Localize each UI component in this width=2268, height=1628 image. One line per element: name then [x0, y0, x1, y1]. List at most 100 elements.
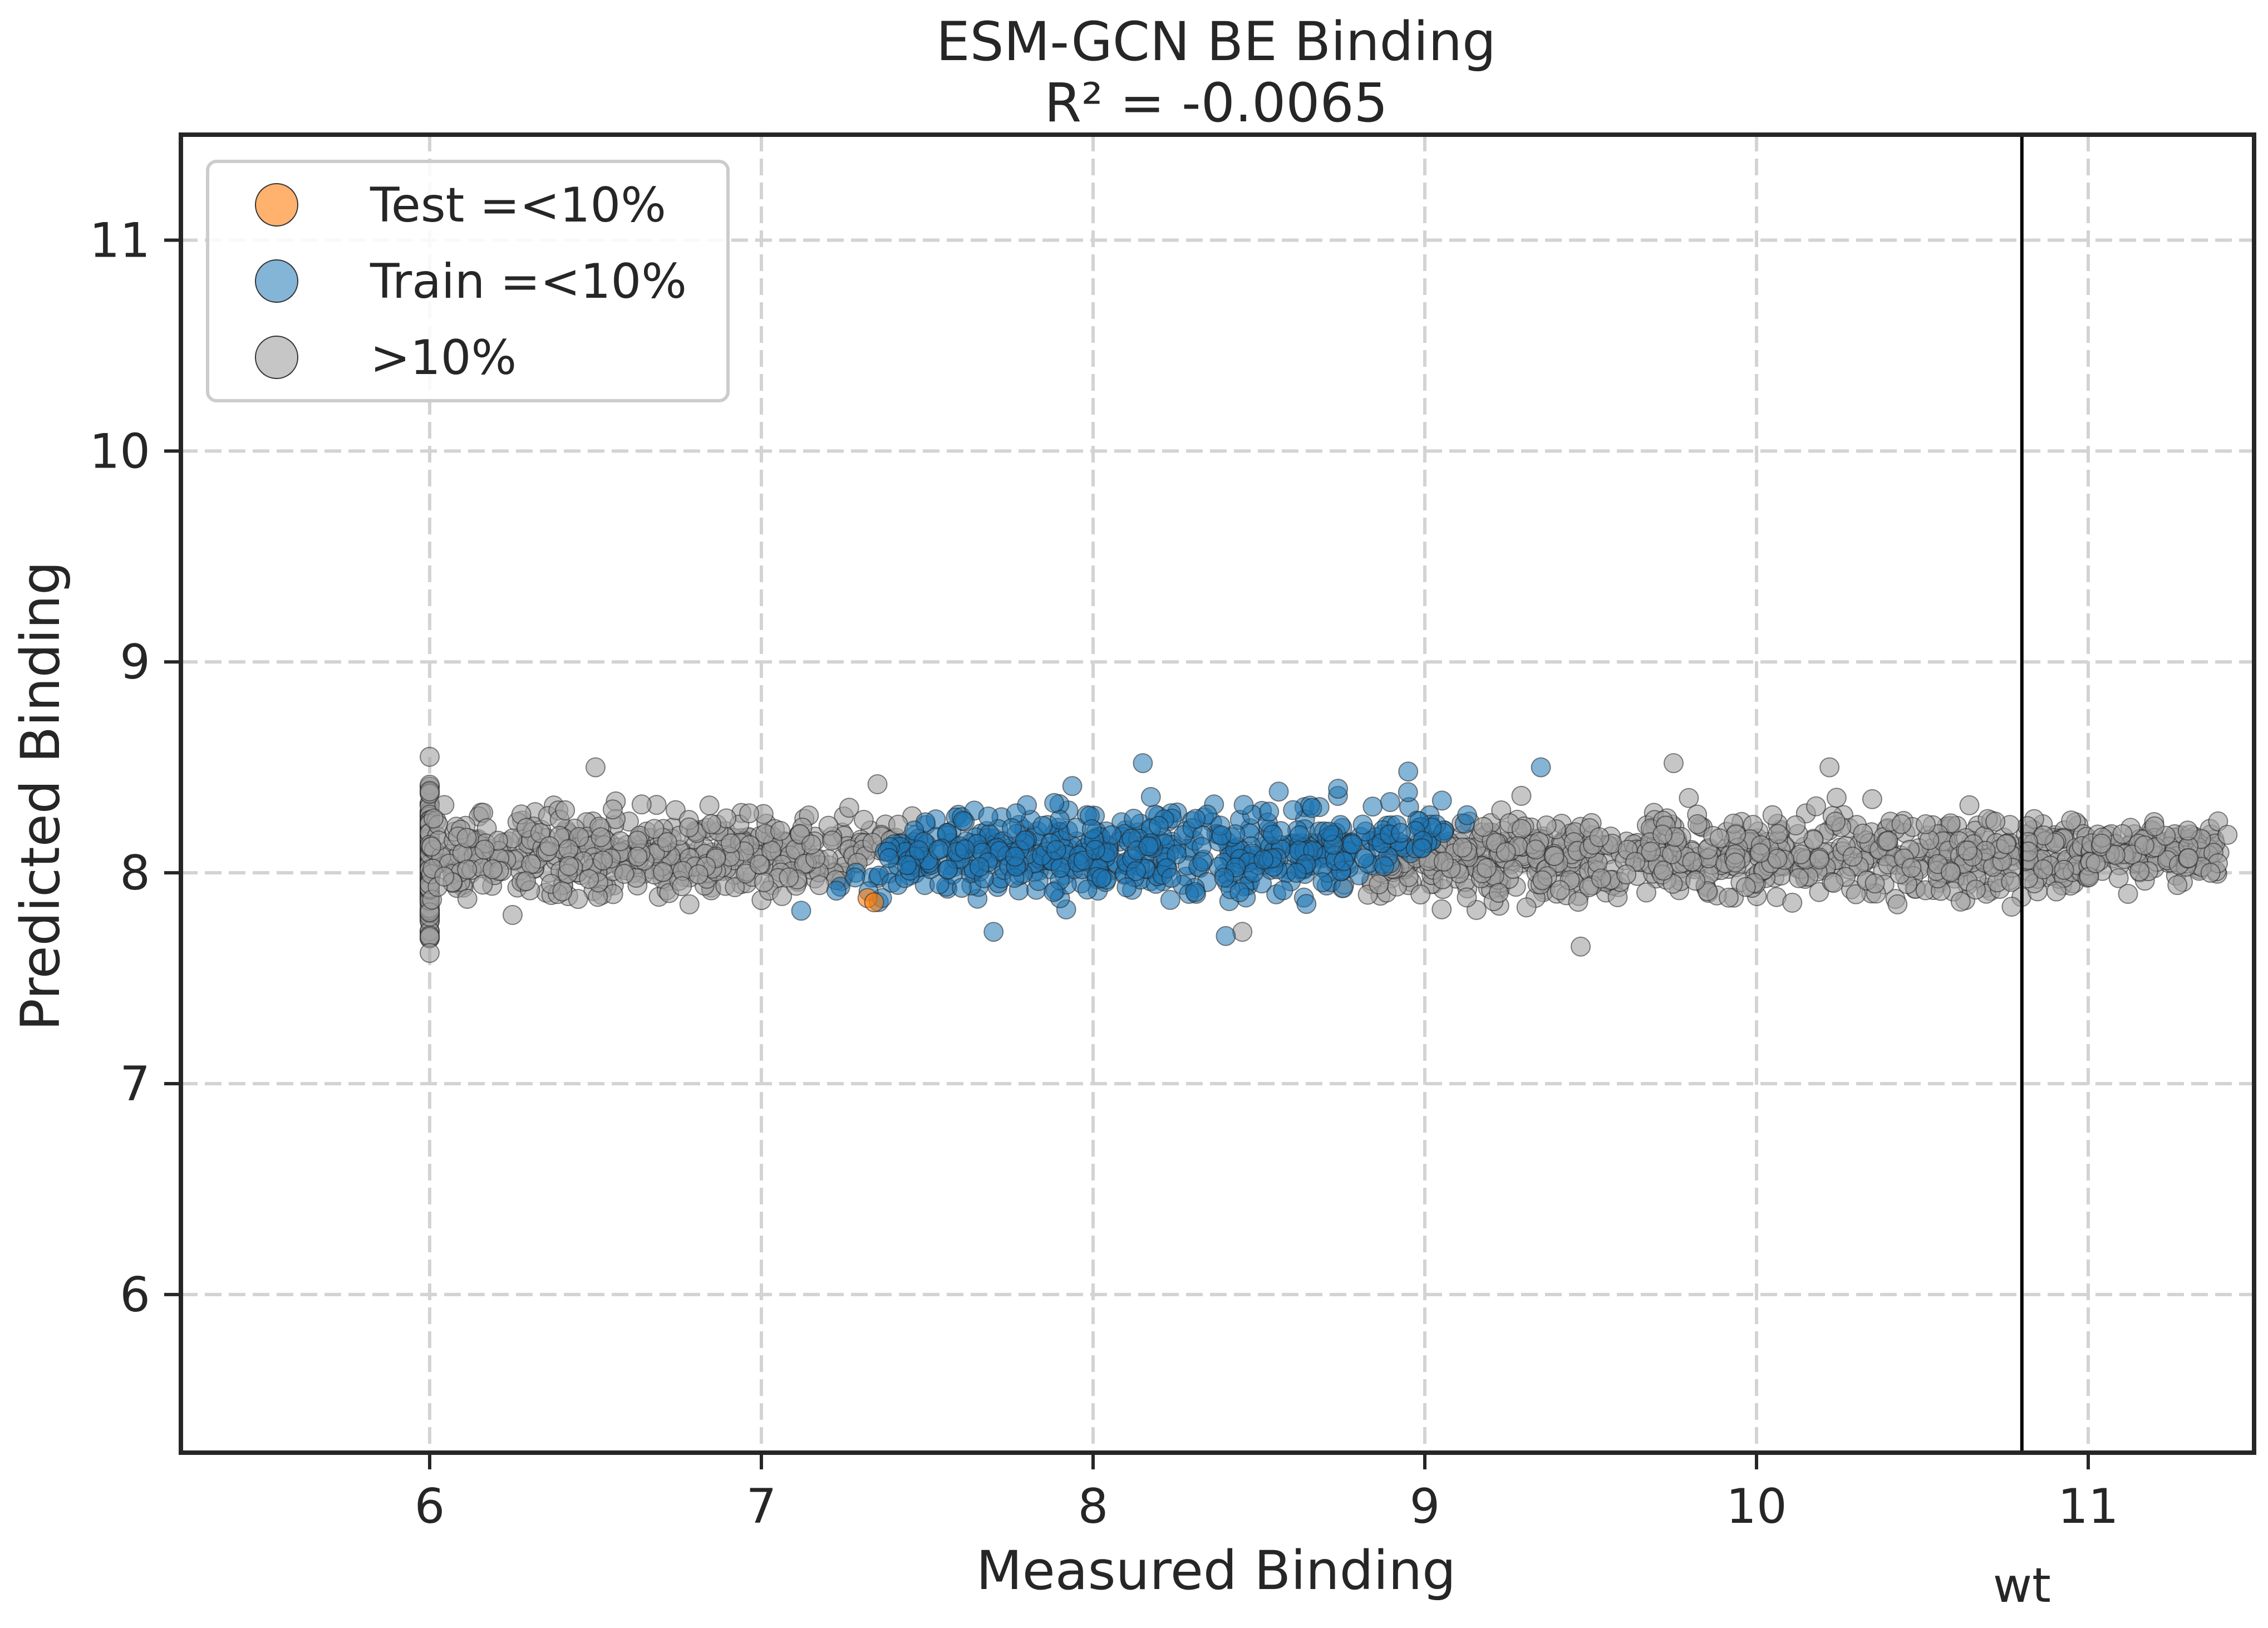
point-10 — [1809, 849, 1829, 870]
point-train-10 — [1216, 926, 1236, 946]
y-tick-label: 8 — [120, 845, 150, 901]
point-10 — [1433, 852, 1454, 872]
point-train-10 — [879, 848, 899, 868]
point-10 — [1750, 843, 1770, 863]
point-10 — [1544, 846, 1565, 866]
point-train-10 — [928, 839, 949, 860]
point-10 — [2167, 875, 2188, 896]
point-10 — [539, 836, 560, 857]
point-10 — [1788, 868, 1809, 888]
point-train-10 — [969, 857, 990, 877]
point-10 — [1591, 868, 1611, 889]
x-tick-label: 11 — [2058, 1479, 2118, 1534]
point-10 — [1511, 785, 1532, 806]
point-10 — [1654, 860, 1674, 881]
point-10 — [1232, 922, 1253, 942]
point-train-10 — [938, 859, 958, 880]
point-10 — [1526, 839, 1546, 860]
point-train-10 — [1262, 824, 1283, 845]
point-10 — [1985, 811, 2006, 832]
point-train-10 — [1268, 781, 1289, 802]
point-10 — [473, 874, 493, 895]
point-10 — [2001, 897, 2022, 917]
point-train-10 — [1161, 868, 1182, 888]
point-10 — [2177, 820, 2198, 841]
point-10 — [2134, 835, 2154, 855]
point-10 — [1536, 815, 1557, 835]
point-10 — [2033, 859, 2053, 879]
point-10 — [2108, 868, 2129, 888]
point-10 — [1864, 873, 1885, 894]
point-train-10 — [909, 840, 929, 860]
point-10 — [1431, 899, 1452, 919]
point-train-10 — [1411, 838, 1432, 859]
point-train-10 — [1148, 815, 1169, 836]
point-10 — [1719, 887, 1739, 908]
point-10 — [1616, 864, 1637, 885]
point-10 — [1862, 789, 1882, 809]
point-train-10 — [1077, 879, 1098, 900]
point-train-10 — [1531, 757, 1551, 778]
point-train-10 — [1124, 809, 1144, 829]
point-10 — [1589, 827, 1610, 848]
point-10 — [1762, 805, 1783, 825]
legend-marker-test — [255, 183, 298, 227]
y-tick-label: 9 — [120, 635, 150, 690]
point-10 — [558, 839, 579, 859]
point-train-10 — [1457, 805, 1477, 825]
point-10 — [1901, 858, 1922, 878]
point-train-10 — [1259, 801, 1280, 822]
point-10 — [1511, 819, 1532, 839]
scatter-points — [420, 746, 2238, 963]
x-axis-label: Measured Binding — [976, 1540, 1456, 1602]
point-10 — [1846, 884, 1866, 904]
point-train-10 — [1312, 872, 1333, 893]
legend-label-train: Train =<10% — [370, 254, 687, 309]
point-10 — [1966, 879, 1986, 900]
point-10 — [1709, 828, 1730, 849]
point-10 — [2118, 884, 2138, 904]
x-tick-label: 9 — [1410, 1479, 1440, 1534]
point-10 — [679, 894, 700, 914]
point-train-10 — [1015, 830, 1035, 850]
point-train-10 — [1211, 825, 1232, 845]
point-10 — [2018, 841, 2039, 862]
point-10 — [420, 746, 440, 767]
point-10 — [2144, 816, 2165, 837]
point-10 — [593, 850, 613, 871]
y-axis-label: Predicted Binding — [9, 561, 72, 1031]
x-tick-label: 7 — [746, 1479, 777, 1534]
point-train-10 — [1032, 815, 1053, 836]
point-10 — [736, 863, 756, 884]
point-10 — [1664, 753, 1684, 774]
point-10 — [1679, 788, 1699, 808]
point-10 — [1853, 823, 1873, 844]
axis-ticks: 6 7 8 9 10 11 6 7 8 9 10 11 — [90, 213, 2119, 1534]
point-train-10 — [1391, 823, 1411, 843]
point-train-10 — [1229, 882, 1250, 902]
plot-frame — [179, 132, 2256, 1455]
point-10 — [1568, 892, 1588, 912]
point-train-10 — [983, 922, 1004, 942]
chart-title: ESM-GCN BE Binding — [936, 11, 1496, 73]
point-10 — [1652, 824, 1673, 845]
point-10 — [2001, 872, 2021, 892]
point-10 — [1457, 887, 1477, 908]
point-train-10 — [1328, 779, 1349, 799]
point-train-10 — [929, 874, 949, 894]
point-train-10 — [1319, 822, 1339, 842]
point-10 — [420, 943, 440, 963]
point-10 — [602, 799, 623, 820]
point-train-10 — [1398, 761, 1419, 782]
point-10 — [1996, 834, 2016, 854]
point-train-10 — [1431, 790, 1452, 811]
point-10 — [1641, 842, 1661, 862]
y-tick-label: 11 — [90, 213, 150, 268]
point-10 — [1767, 848, 1788, 869]
point-10 — [1488, 883, 1509, 903]
point-10 — [420, 781, 440, 801]
y-tick-label: 7 — [120, 1056, 150, 1112]
point-10 — [839, 798, 859, 818]
point-10 — [1685, 870, 1706, 891]
point-10 — [701, 814, 721, 834]
